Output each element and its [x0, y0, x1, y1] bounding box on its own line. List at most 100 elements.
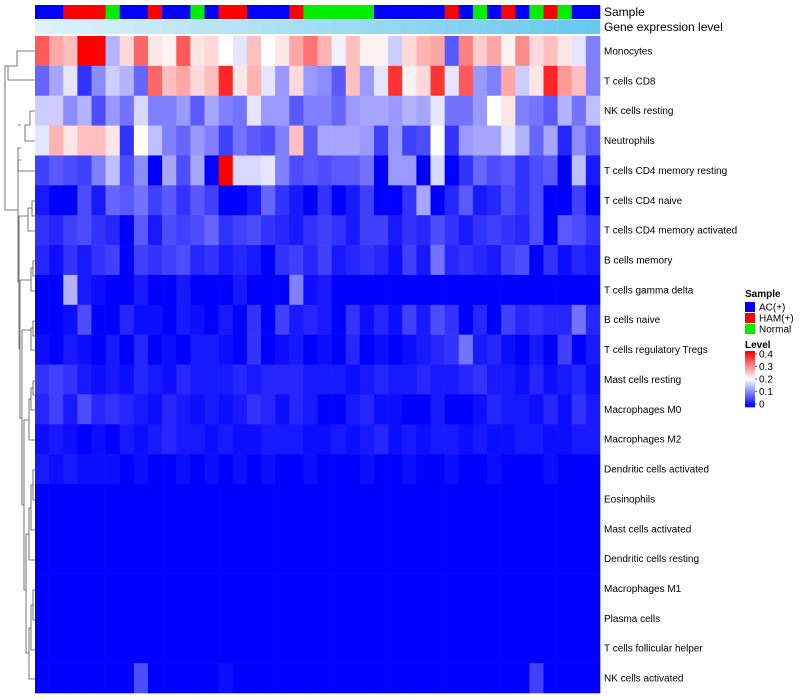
heatmap-cell	[458, 483, 474, 515]
heatmap-cell	[585, 65, 601, 97]
heatmap-cell	[91, 633, 106, 664]
heatmap-cell	[162, 513, 177, 544]
heatmap-cell	[543, 334, 558, 365]
heatmap-cell	[331, 65, 347, 97]
heatmap-cell	[585, 95, 601, 126]
heatmap-cell	[359, 633, 375, 664]
heatmap-cell	[148, 215, 163, 246]
heatmap-cell	[543, 215, 558, 246]
heatmap-cell	[402, 245, 417, 276]
heatmap-cell	[501, 603, 516, 634]
heatmap-cell	[345, 95, 361, 126]
level-colorbar-segment	[745, 398, 755, 401]
heatmap-cell	[133, 245, 149, 276]
heatmap-cell	[91, 245, 106, 276]
heatmap-cell	[49, 274, 64, 306]
heatmap-cell	[275, 424, 290, 455]
heatmap-cell	[119, 663, 135, 694]
heatmap-cell	[543, 274, 558, 306]
heatmap-cell	[63, 454, 78, 485]
heatmap-cell	[458, 334, 474, 365]
heatmap-cell	[331, 95, 347, 126]
heatmap-cell	[402, 65, 417, 97]
dendrogram-link	[24, 110, 35, 142]
heatmap-cell	[133, 65, 149, 97]
heatmap-cell	[232, 95, 248, 126]
heatmap-cell	[119, 633, 135, 664]
heatmap-cell	[515, 185, 530, 216]
heatmap-cell	[374, 483, 389, 515]
heatmap-cell	[63, 274, 78, 306]
heatmap-cell	[148, 573, 163, 604]
heatmap-cell	[543, 394, 558, 425]
heatmap-cell	[105, 125, 121, 156]
heatmap-cell	[515, 483, 530, 515]
row-label: T cells CD8	[604, 76, 656, 87]
heatmap-cell	[472, 483, 488, 515]
heatmap-cell	[289, 274, 304, 306]
heatmap-cell	[232, 394, 248, 425]
heatmap-cell	[345, 394, 361, 425]
heatmap-cell	[91, 573, 106, 604]
heatmap-cell	[63, 483, 78, 515]
heatmap-cell	[317, 603, 332, 634]
level-colorbar-segment	[745, 394, 755, 397]
row-label: T cells CD4 memory resting	[604, 166, 727, 177]
heatmap-cell	[402, 95, 417, 126]
heatmap-cell	[529, 573, 544, 604]
heatmap-cell	[402, 633, 417, 664]
heatmap-cell	[359, 215, 375, 246]
heatmap-cell	[529, 245, 544, 276]
heatmap-cell	[585, 304, 601, 335]
gene-expression-annotation-cell	[585, 20, 601, 34]
heatmap-cell	[501, 543, 516, 574]
sample-track-label: Sample	[604, 5, 645, 19]
level-colorbar-segment	[745, 393, 755, 395]
heatmap-cell	[77, 245, 92, 276]
heatmap-cell	[416, 483, 431, 515]
heatmap-cell	[91, 215, 106, 246]
heatmap-cell	[148, 334, 163, 365]
heatmap-cell	[204, 663, 219, 694]
heatmap-cell	[63, 95, 78, 126]
heatmap-cell	[91, 543, 106, 574]
heatmap-cell	[374, 454, 389, 485]
heatmap-cell	[91, 483, 106, 515]
heatmap-cell	[402, 36, 417, 67]
heatmap-cell	[105, 245, 121, 276]
heatmap-cell	[472, 633, 488, 664]
heatmap-cell	[359, 274, 375, 306]
heatmap-cell	[543, 364, 558, 395]
heatmap-cell	[388, 573, 403, 604]
heatmap-cell	[529, 603, 544, 634]
heatmap-cell	[289, 334, 304, 365]
heatmap-cell	[63, 304, 78, 335]
gene-expression-annotation-cell	[133, 20, 149, 34]
heatmap-cell	[472, 364, 488, 395]
heatmap-cell	[77, 65, 92, 97]
heatmap-cell	[218, 274, 234, 306]
heatmap-cell	[289, 513, 304, 544]
heatmap-cell	[176, 185, 191, 216]
heatmap-cell	[472, 185, 488, 216]
heatmap-cell	[388, 36, 403, 67]
heatmap-cell	[133, 125, 149, 156]
heatmap-cell	[402, 334, 417, 365]
heatmap-cell	[458, 245, 474, 276]
heatmap-cell	[162, 543, 177, 574]
heatmap-cell	[77, 274, 92, 306]
heatmap-cell	[388, 543, 403, 574]
heatmap-cell	[232, 573, 248, 604]
heatmap-cell	[571, 274, 587, 306]
heatmap-cell	[261, 304, 276, 335]
dendrogram-link	[28, 469, 35, 561]
sample-annotation-cell	[261, 5, 276, 19]
heatmap-cell	[91, 304, 106, 335]
heatmap-cell	[133, 663, 149, 694]
heatmap-cell	[77, 663, 92, 694]
level-tick-label: 0.2	[759, 375, 773, 386]
heatmap-cell	[303, 454, 318, 485]
heatmap-cell	[416, 215, 431, 246]
heatmap-cell	[246, 65, 262, 97]
heatmap-cell	[557, 155, 573, 186]
